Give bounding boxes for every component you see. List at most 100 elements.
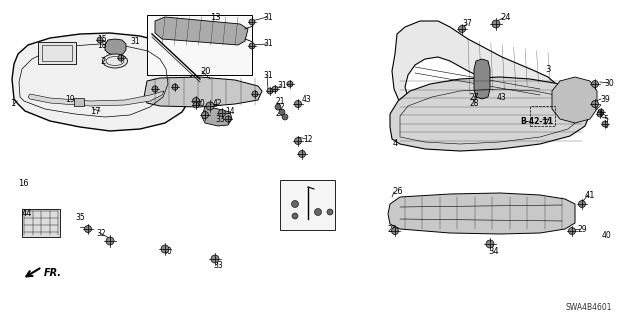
Circle shape <box>97 37 103 43</box>
Circle shape <box>287 81 293 87</box>
Text: 28: 28 <box>470 100 479 108</box>
Text: 2: 2 <box>100 56 105 65</box>
Text: 5: 5 <box>603 115 608 123</box>
Circle shape <box>591 100 598 108</box>
Text: 31: 31 <box>263 12 273 21</box>
Text: 37: 37 <box>462 19 472 27</box>
Polygon shape <box>392 21 555 113</box>
Polygon shape <box>144 77 262 107</box>
Text: 24: 24 <box>500 12 511 21</box>
Circle shape <box>294 100 301 108</box>
Circle shape <box>314 209 321 216</box>
Text: 42: 42 <box>213 100 223 108</box>
Polygon shape <box>28 91 164 106</box>
Polygon shape <box>12 33 192 131</box>
Text: 40: 40 <box>163 248 173 256</box>
Text: 13: 13 <box>210 12 221 21</box>
Text: 3: 3 <box>545 64 550 73</box>
Text: 29: 29 <box>577 225 587 234</box>
Text: 33: 33 <box>213 261 223 270</box>
Polygon shape <box>155 17 248 45</box>
Circle shape <box>292 213 298 219</box>
Circle shape <box>193 98 200 105</box>
Polygon shape <box>202 106 232 126</box>
Text: 17: 17 <box>90 107 100 115</box>
Polygon shape <box>552 77 597 123</box>
Circle shape <box>591 80 598 87</box>
Circle shape <box>272 86 278 92</box>
Text: 43: 43 <box>497 93 507 101</box>
Circle shape <box>152 86 158 92</box>
Text: 31: 31 <box>130 36 140 46</box>
Text: 27: 27 <box>470 93 479 101</box>
Circle shape <box>298 151 305 158</box>
Text: 33: 33 <box>215 115 225 123</box>
Text: 19: 19 <box>65 94 75 103</box>
Circle shape <box>252 91 258 97</box>
Circle shape <box>218 109 225 116</box>
Text: SWA4B4601: SWA4B4601 <box>565 302 611 311</box>
Polygon shape <box>388 193 575 234</box>
Circle shape <box>275 104 281 110</box>
Polygon shape <box>474 59 490 99</box>
Circle shape <box>84 226 92 233</box>
Circle shape <box>267 88 273 94</box>
Text: 31: 31 <box>263 40 273 48</box>
Text: 23: 23 <box>275 108 285 117</box>
Circle shape <box>597 111 603 117</box>
Circle shape <box>492 20 500 28</box>
Text: 44: 44 <box>22 209 33 218</box>
Text: 18: 18 <box>97 41 106 49</box>
Circle shape <box>279 109 285 115</box>
Text: 16: 16 <box>18 179 29 188</box>
Text: 30: 30 <box>604 79 614 88</box>
FancyBboxPatch shape <box>38 42 76 64</box>
Text: 4: 4 <box>393 139 398 149</box>
Text: 26: 26 <box>392 188 403 197</box>
Circle shape <box>602 121 608 127</box>
Text: 1: 1 <box>10 100 15 108</box>
Text: FR.: FR. <box>44 268 62 278</box>
Text: 31: 31 <box>263 70 273 79</box>
Circle shape <box>161 245 169 253</box>
Circle shape <box>486 240 494 248</box>
Polygon shape <box>105 39 126 56</box>
Circle shape <box>458 26 465 33</box>
Text: 6: 6 <box>603 121 608 130</box>
Text: 12: 12 <box>303 135 312 144</box>
Circle shape <box>193 102 199 108</box>
Text: 34: 34 <box>488 247 499 256</box>
Circle shape <box>225 116 231 122</box>
Circle shape <box>172 84 178 90</box>
Text: 14: 14 <box>225 108 235 116</box>
Circle shape <box>579 201 586 207</box>
Text: 31: 31 <box>277 81 287 91</box>
Text: 41: 41 <box>585 190 595 199</box>
Circle shape <box>291 201 298 207</box>
Text: 32: 32 <box>96 229 106 239</box>
Text: 21: 21 <box>275 97 285 106</box>
Circle shape <box>211 255 219 263</box>
Text: 40: 40 <box>602 231 612 240</box>
Polygon shape <box>390 77 590 151</box>
Circle shape <box>106 237 114 245</box>
Circle shape <box>118 55 124 61</box>
Text: 25: 25 <box>388 225 397 234</box>
FancyBboxPatch shape <box>147 15 252 75</box>
Text: 22: 22 <box>275 102 285 112</box>
Circle shape <box>282 114 288 120</box>
Circle shape <box>249 43 255 49</box>
Text: 15: 15 <box>97 34 107 43</box>
Circle shape <box>294 137 301 145</box>
Circle shape <box>249 19 255 25</box>
FancyBboxPatch shape <box>280 180 335 230</box>
Circle shape <box>392 227 399 234</box>
Text: 35: 35 <box>75 212 84 221</box>
FancyBboxPatch shape <box>22 209 60 237</box>
FancyBboxPatch shape <box>74 98 84 106</box>
Text: 39: 39 <box>600 94 610 103</box>
Text: 43: 43 <box>302 94 312 103</box>
Circle shape <box>327 209 333 215</box>
Circle shape <box>568 227 575 234</box>
Circle shape <box>598 109 604 115</box>
